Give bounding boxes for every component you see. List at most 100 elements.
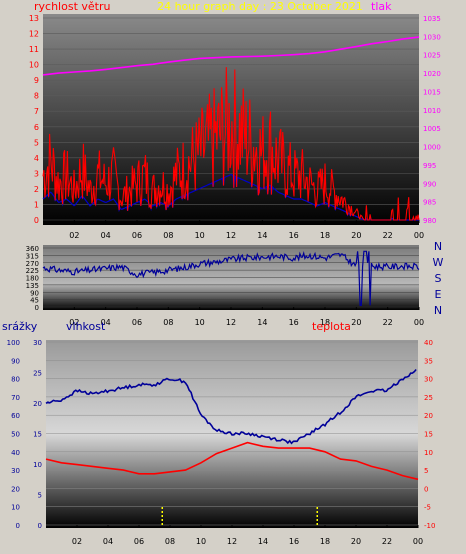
humidity-ytick-label: 10 [33, 461, 42, 469]
wind-ytick-label: 13 [29, 14, 39, 23]
direction-xtick-label: 10 [195, 318, 205, 327]
pressure-ytick-label: 1030 [423, 33, 441, 41]
pressure-ytick-label: 1000 [423, 144, 441, 152]
bottom-xtick-label: 14 [258, 537, 268, 546]
direction-xtick-label: 08 [163, 318, 173, 327]
temperature-ytick-label: 40 [424, 339, 433, 347]
direction-xtick-label: 18 [320, 318, 330, 327]
direction-ytick-label: 180 [26, 275, 39, 283]
temperature-label: teplota [312, 320, 351, 333]
direction-ytick-label: 225 [26, 267, 39, 275]
bottom-xtick-label: 02 [72, 537, 82, 546]
wind-ytick-label: 0 [34, 216, 39, 225]
rain-ytick-label: 60 [11, 412, 20, 420]
temperature-line [45, 441, 419, 481]
pressure-ytick-label: 985 [423, 199, 436, 207]
dir-label-n-top: N [434, 240, 442, 253]
pressure-label: tlak [371, 0, 392, 13]
direction-xtick-label: 14 [257, 318, 267, 327]
wind-xtick-label: 04 [101, 231, 111, 240]
temperature-ytick-label: 0 [424, 485, 428, 493]
rain-ytick-label: 20 [11, 485, 20, 493]
rain-ytick-label: 0 [16, 522, 20, 530]
wind-ytick-label: 10 [29, 61, 39, 70]
page-title: 24 hour graph day : 23 October 2021 [157, 0, 363, 13]
pressure-line [42, 36, 420, 76]
wind-xtick-label: 12 [226, 231, 236, 240]
temperature-ytick-label: 5 [424, 467, 428, 475]
pressure-ytick-label: 995 [423, 162, 436, 170]
humidity-line [45, 368, 417, 445]
wind-ytick-label: 11 [29, 45, 39, 54]
bottom-xtick-label: 22 [382, 537, 392, 546]
direction-xtick-label: 02 [69, 318, 79, 327]
wind-ytick-label: 12 [29, 30, 39, 39]
temperature-ytick-label: 15 [424, 431, 433, 439]
wind-xtick-label: 18 [320, 231, 330, 240]
wind-xtick-label: 06 [132, 231, 142, 240]
wind-ytick-label: 6 [34, 123, 39, 132]
rain-label: srážky [2, 320, 38, 333]
wind-xtick-label: 08 [163, 231, 173, 240]
temperature-ytick-label: 20 [424, 412, 433, 420]
direction-ytick-label: 315 [26, 252, 39, 260]
pressure-ytick-label: 1015 [423, 88, 441, 96]
humidity-ytick-label: 20 [33, 400, 42, 408]
rain-ytick-label: 40 [11, 449, 20, 457]
rain-ytick-label: 80 [11, 376, 20, 384]
dir-label-n-bottom: N [434, 304, 442, 317]
wind-direction-line [42, 250, 420, 306]
wind-xtick-label: 14 [257, 231, 267, 240]
pressure-ytick-label: 1005 [423, 125, 441, 133]
direction-ytick-label: 270 [26, 260, 39, 268]
pressure-ytick-label: 1010 [423, 107, 441, 115]
direction-ytick-label: 90 [30, 289, 39, 297]
direction-xtick-label: 04 [101, 318, 111, 327]
bottom-xtick-label: 08 [165, 537, 175, 546]
rain-ytick-label: 90 [11, 357, 20, 365]
humidity-ytick-label: 25 [33, 370, 42, 378]
humidity-ytick-label: 5 [38, 492, 42, 500]
direction-ytick-label: 45 [30, 297, 39, 305]
wind-ytick-label: 4 [34, 154, 39, 163]
wind-average-line [42, 173, 419, 221]
direction-xtick-label: 16 [289, 318, 299, 327]
humidity-ytick-label: 15 [33, 431, 42, 439]
temperature-ytick-label: 30 [424, 376, 433, 384]
direction-xtick-label: 06 [132, 318, 142, 327]
dir-label-s: S [435, 272, 442, 285]
wind-ytick-label: 2 [34, 185, 39, 194]
wind-xtick-label: 16 [289, 231, 299, 240]
wind-xtick-label: 02 [69, 231, 79, 240]
bottom-xtick-label: 04 [103, 537, 113, 546]
bottom-xtick-label: 06 [134, 537, 144, 546]
humidity-label: vlhkost [66, 320, 106, 333]
bottom-xtick-label: 00 [413, 537, 423, 546]
wind-xtick-label: 22 [383, 231, 393, 240]
wind-ytick-label: 1 [34, 200, 39, 209]
pressure-ytick-label: 1020 [423, 70, 441, 78]
wind-ytick-label: 3 [34, 169, 39, 178]
temperature-ytick-label: 25 [424, 394, 433, 402]
bottom-xtick-label: 18 [320, 537, 330, 546]
wind-ytick-label: 7 [34, 107, 39, 116]
direction-ytick-label: 360 [26, 245, 39, 253]
direction-ytick-label: 0 [35, 304, 39, 312]
rain-ytick-label: 50 [11, 431, 20, 439]
pressure-ytick-label: 1035 [423, 15, 441, 23]
wind-ytick-label: 8 [34, 92, 39, 101]
rain-ytick-label: 30 [11, 467, 20, 475]
wind-speed-line [42, 67, 420, 221]
direction-xtick-label: 22 [383, 318, 393, 327]
direction-ytick-label: 135 [26, 282, 39, 290]
wind-ytick-label: 5 [34, 138, 39, 147]
wind-ytick-label: 9 [34, 76, 39, 85]
wind-xtick-label: 10 [195, 231, 205, 240]
dir-label-e: E [435, 288, 442, 301]
wind-xtick-label: 00 [414, 231, 424, 240]
rain-ytick-label: 70 [11, 394, 20, 402]
direction-xtick-label: 00 [414, 318, 424, 327]
rain-ytick-label: 100 [7, 339, 20, 347]
bottom-xtick-label: 16 [289, 537, 299, 546]
